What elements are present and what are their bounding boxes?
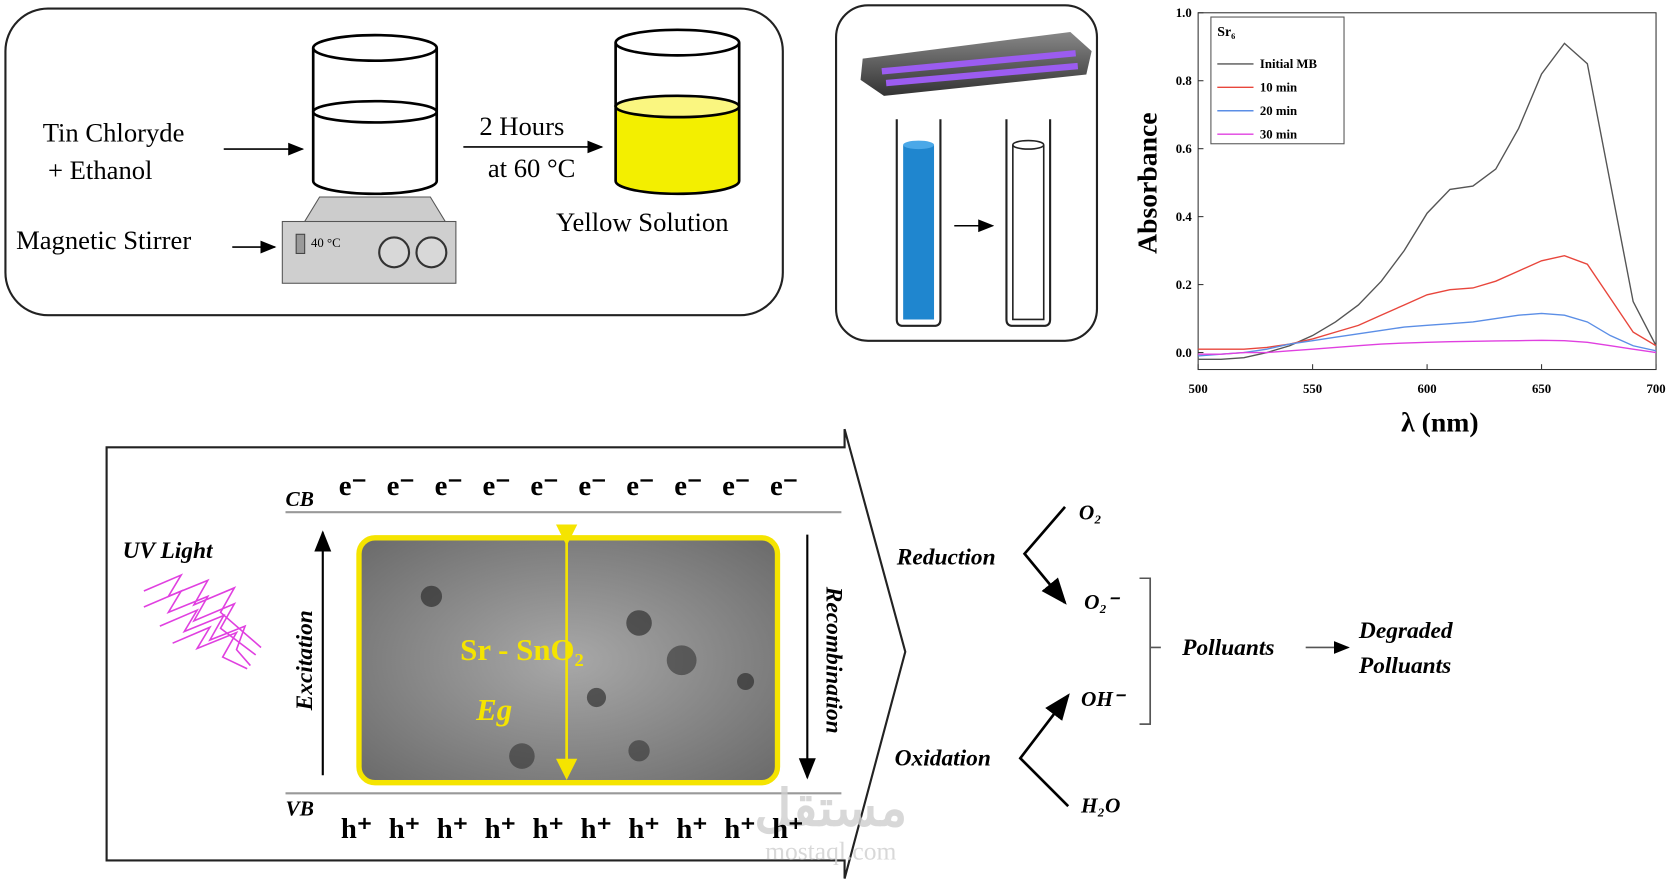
hole: h⁺ [437,813,468,845]
oxidation-arrow [1018,693,1070,808]
electron: e⁻ [770,470,798,502]
electron: e⁻ [483,470,511,502]
x-tick-label: 500 [1189,382,1208,396]
y-tick-label: 0.8 [1176,74,1192,88]
y-tick-label: 1.0 [1176,6,1192,20]
x-tick-label: 550 [1303,382,1322,396]
legend-label: 30 min [1260,127,1297,141]
electron: e⁻ [435,470,463,502]
electron: e⁻ [339,470,367,502]
beaker [311,33,439,196]
result: Polluants [1358,653,1451,679]
result: Degraded [1358,618,1453,644]
hole: h⁺ [628,813,659,845]
uv-label: UV Light [123,538,214,564]
species: O₂⁻ [1084,590,1121,614]
species: H₂O [1080,794,1120,818]
mechanism-frame [105,428,907,879]
photo-panel [835,4,1099,342]
electron: e⁻ [578,470,606,502]
legend-box [1210,16,1345,145]
hole: h⁺ [533,813,564,845]
legend-label: Initial MB [1260,57,1318,71]
hole: h⁺ [341,813,372,845]
y-tick-label: 0.6 [1176,142,1193,156]
x-tick-label: 600 [1418,382,1437,396]
electron: e⁻ [530,470,558,502]
watermark: مستقل [754,780,907,837]
electron: e⁻ [387,470,415,502]
pollutants: Polluants [1181,635,1274,661]
x-tick-label: 650 [1532,382,1551,396]
series-line [1198,339,1657,355]
hole: h⁺ [485,813,516,845]
y-tick-label: 0.4 [1176,210,1193,224]
reagent: Tin Chloryde [43,118,185,148]
stirrer-label: Magnetic Stirrer [16,225,191,255]
recombination-label: Recombination [820,586,846,734]
condition: at 60 °C [488,153,576,183]
x-axis-label: λ (nm) [1401,406,1478,437]
bracket [1139,577,1152,725]
series-line [1198,312,1657,357]
test-tubes [895,119,1052,327]
legend-title: Sr₆ [1217,24,1235,39]
bracket [1139,577,1161,725]
hole: h⁺ [724,813,755,845]
hole: h⁺ [580,813,611,845]
synthesis-panel [4,7,784,317]
y-tick-label: 0.2 [1176,278,1192,292]
condition: 2 Hours [479,111,564,141]
uv-rays [143,573,262,670]
hole: h⁺ [389,813,420,845]
hole: h⁺ [676,813,707,845]
y-tick-label: 0.0 [1176,346,1192,360]
electron: e⁻ [626,470,654,502]
series-line [1198,42,1657,361]
watermark: mostaql.com [765,836,896,865]
stirrer [281,196,457,284]
electron: e⁻ [722,470,750,502]
reagent: + Ethanol [48,155,152,185]
hole: h⁺ [772,813,803,845]
electron: e⁻ [674,470,702,502]
reduction-arrow [1022,506,1067,605]
product: Yellow Solution [556,207,729,237]
excitation-label: Excitation [292,610,318,711]
legend-label: 10 min [1260,81,1297,95]
vb-label: VB [286,797,314,821]
yellow-beaker [614,28,741,196]
species: O₂ [1079,501,1102,525]
y-axis-label: Absorbance [1132,112,1163,253]
legend-label: 20 min [1260,104,1297,118]
band-gap: Eg [475,692,512,727]
series-line [1198,254,1657,350]
uv-lamp [860,31,1092,96]
reduction-label: Reduction [896,544,996,570]
x-tick-label: 700 [1646,382,1665,396]
oxidation-label: Oxidation [895,746,991,772]
stirrer-display: 40 °C [311,236,341,250]
cb-label: CB [286,487,314,511]
material: Sr - SnO₂ [460,632,584,667]
species: OH⁻ [1081,687,1127,711]
